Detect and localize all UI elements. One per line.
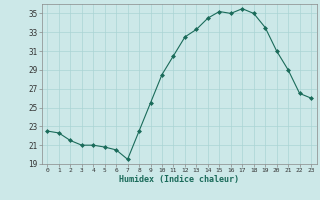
X-axis label: Humidex (Indice chaleur): Humidex (Indice chaleur) [119,175,239,184]
